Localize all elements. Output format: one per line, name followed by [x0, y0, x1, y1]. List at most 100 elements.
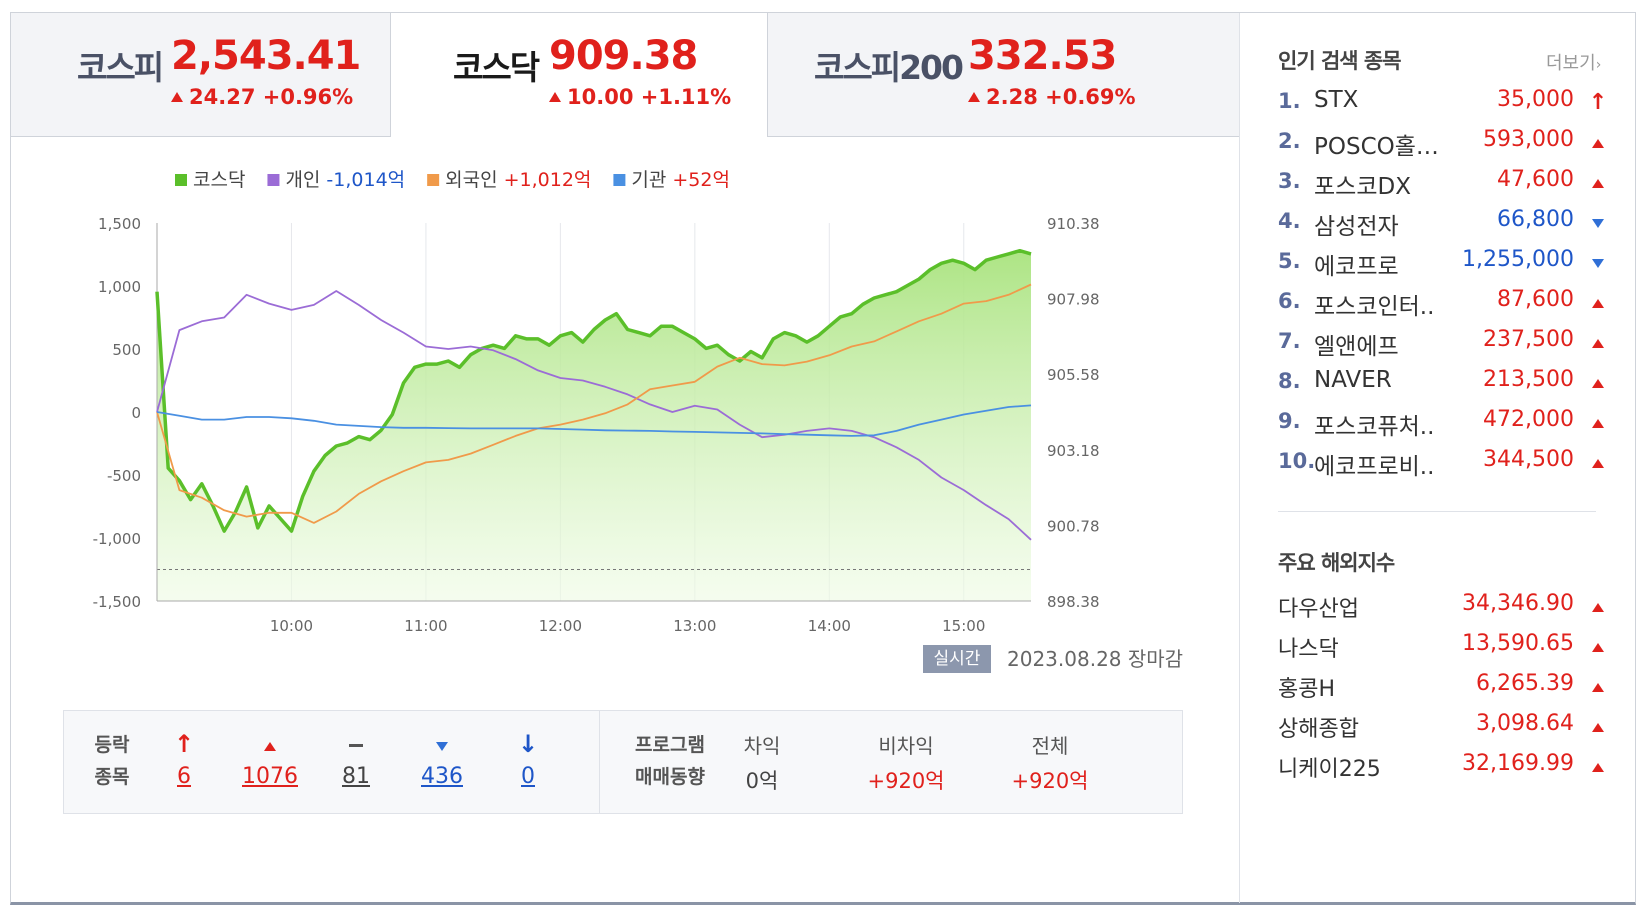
program-col-label: 전체: [1031, 734, 1069, 758]
stock-name[interactable]: 엘앤에프: [1314, 334, 1399, 360]
stock-name[interactable]: 에코프로비..: [1314, 454, 1435, 480]
program-col-label: 차익: [743, 734, 781, 758]
up-triangle-icon: [1592, 603, 1604, 612]
kosdaq-area: [157, 250, 1031, 601]
legend-value: +52억: [672, 169, 730, 191]
stock-count-link[interactable]: 81: [342, 764, 370, 789]
stock-count-link[interactable]: 6: [177, 764, 191, 789]
legend-swatch: [175, 174, 187, 186]
popular-stock-row[interactable]: 9. 포스코퓨처.. 472,000: [1278, 403, 1608, 443]
global-index-value: 13,590.65: [1462, 631, 1574, 656]
stock-price: 213,500: [1483, 367, 1574, 392]
program-trading-label: 프로그램 매매동향: [620, 729, 720, 793]
stock-price: 344,500: [1483, 447, 1574, 472]
y-right-tick-label: 898.38: [1047, 593, 1100, 611]
global-index-row[interactable]: 나스닥 13,590.65: [1278, 627, 1608, 667]
stock-price: 237,500: [1483, 327, 1574, 352]
stock-name[interactable]: 포스코DX: [1314, 174, 1411, 200]
tab-kospi-change: 24.27 +0.96%: [171, 85, 353, 109]
stock-name[interactable]: 포스코퓨처..: [1314, 414, 1435, 440]
index-tabs: 코스피 2,543.41 24.27 +0.96% 코스닥 909.38 10.…: [11, 13, 1239, 137]
advance-decline-limit-down: ↓ 0: [488, 729, 568, 795]
stock-rank: 6.: [1278, 289, 1301, 313]
stock-rank: 3.: [1278, 169, 1301, 193]
tab-kospi[interactable]: 코스피 2,543.41 24.27 +0.96%: [11, 13, 391, 137]
popular-stock-row[interactable]: 2. POSCO홀… 593,000: [1278, 123, 1608, 163]
popular-stock-row[interactable]: 4. 삼성전자 66,800: [1278, 203, 1608, 243]
stock-name[interactable]: POSCO홀…: [1314, 134, 1439, 160]
global-index-indicator: [1588, 677, 1608, 697]
up-triangle-icon: [264, 742, 276, 751]
stock-change-indicator: ↑: [1588, 92, 1608, 114]
y-right-tick-label: 910.38: [1047, 215, 1100, 233]
y-left-tick-label: 1,000: [98, 278, 141, 296]
y-left-tick-label: -1,000: [93, 530, 141, 548]
global-index-name[interactable]: 다우산업: [1278, 597, 1359, 622]
global-index-name[interactable]: 홍콩H: [1278, 677, 1336, 702]
stock-name[interactable]: 에코프로: [1314, 254, 1399, 280]
popular-stock-row[interactable]: 8. NAVER 213,500: [1278, 363, 1608, 403]
advance-decline-down: 436: [402, 729, 482, 795]
global-indices-title: 주요 해외지수: [1278, 551, 1395, 575]
stock-count-link[interactable]: 0: [521, 764, 535, 789]
legend-label: 개인: [285, 169, 320, 191]
tab-kospi200[interactable]: 코스피200 332.53 2.28 +0.69%: [768, 13, 1239, 137]
stock-count-link[interactable]: 436: [421, 764, 463, 789]
down-triangle-icon: [436, 742, 448, 751]
legend-value: +1,012억: [504, 169, 592, 191]
up-triangle-icon: [1592, 139, 1604, 148]
y-right-tick-label: 905.58: [1047, 366, 1100, 384]
global-index-row[interactable]: 다우산업 34,346.90: [1278, 587, 1608, 627]
up-triangle-icon: [1592, 683, 1604, 692]
x-tick-label: 14:00: [808, 617, 851, 635]
legend-swatch: [613, 174, 626, 186]
stock-change-indicator: [1588, 293, 1608, 313]
y-left-tick-label: 500: [112, 341, 141, 359]
tab-kosdaq[interactable]: 코스닥 909.38 10.00 +1.11%: [391, 13, 768, 137]
y-right-tick-label: 907.98: [1047, 291, 1100, 309]
legend-swatch: [427, 174, 440, 186]
popular-stock-row[interactable]: 5. 에코프로 1,255,000: [1278, 243, 1608, 283]
popular-stock-row[interactable]: 10. 에코프로비.. 344,500: [1278, 443, 1608, 483]
global-index-row[interactable]: 상해종합 3,098.64: [1278, 707, 1608, 747]
global-index-name[interactable]: 니케이225: [1278, 757, 1381, 782]
stock-rank: 2.: [1278, 129, 1301, 153]
up-triangle-icon: [1592, 763, 1604, 772]
popular-stock-row[interactable]: 6. 포스코인터.. 87,600: [1278, 283, 1608, 323]
indicator: ↓: [488, 729, 568, 759]
stock-name[interactable]: 포스코인터..: [1314, 294, 1435, 320]
stock-name[interactable]: 삼성전자: [1314, 214, 1399, 240]
more-link[interactable]: 더보기›: [1546, 49, 1601, 75]
stock-change-indicator: [1588, 133, 1608, 153]
program-col-value: +920억: [1011, 769, 1089, 793]
stock-count-link[interactable]: 1076: [242, 764, 298, 789]
legend-swatch: [267, 174, 280, 186]
stock-change-indicator: [1588, 333, 1608, 353]
popular-stock-row[interactable]: 1. STX 35,000 ↑: [1278, 83, 1608, 123]
side-panel: 인기 검색 종목 더보기› 1. STX 35,000 ↑ 2. POSCO홀… 593,0…: [1239, 13, 1635, 903]
program-trading-label-2: 매매동향: [635, 766, 705, 788]
realtime-badge: 실시간: [923, 645, 991, 673]
global-index-row[interactable]: 홍콩H 6,265.39: [1278, 667, 1608, 707]
stats-divider: [599, 711, 600, 813]
indicator: [402, 729, 482, 759]
stock-rank: 1.: [1278, 89, 1301, 113]
global-index-value: 34,346.90: [1462, 591, 1574, 616]
global-index-name[interactable]: 나스닥: [1278, 637, 1339, 662]
popular-stock-row[interactable]: 7. 엘앤에프 237,500: [1278, 323, 1608, 363]
advance-decline-flat: 81: [316, 729, 396, 795]
global-index-name[interactable]: 상해종합: [1278, 717, 1359, 742]
y-left-tick-label: 1,500: [98, 215, 141, 233]
stock-name[interactable]: STX: [1314, 87, 1359, 113]
up-triangle-icon: [1592, 643, 1604, 652]
popular-stock-row[interactable]: 3. 포스코DX 47,600: [1278, 163, 1608, 203]
down-triangle-icon: [1592, 259, 1604, 268]
global-index-row[interactable]: 니케이225 32,169.99: [1278, 747, 1608, 787]
chevron-right-icon: ›: [1595, 57, 1602, 73]
flat-dash-icon: [349, 744, 363, 747]
stock-name[interactable]: NAVER: [1314, 367, 1392, 393]
global-index-indicator: [1588, 637, 1608, 657]
stock-change-indicator: [1588, 373, 1608, 393]
stock-price: 47,600: [1497, 167, 1574, 192]
up-triangle-icon: [968, 92, 980, 102]
